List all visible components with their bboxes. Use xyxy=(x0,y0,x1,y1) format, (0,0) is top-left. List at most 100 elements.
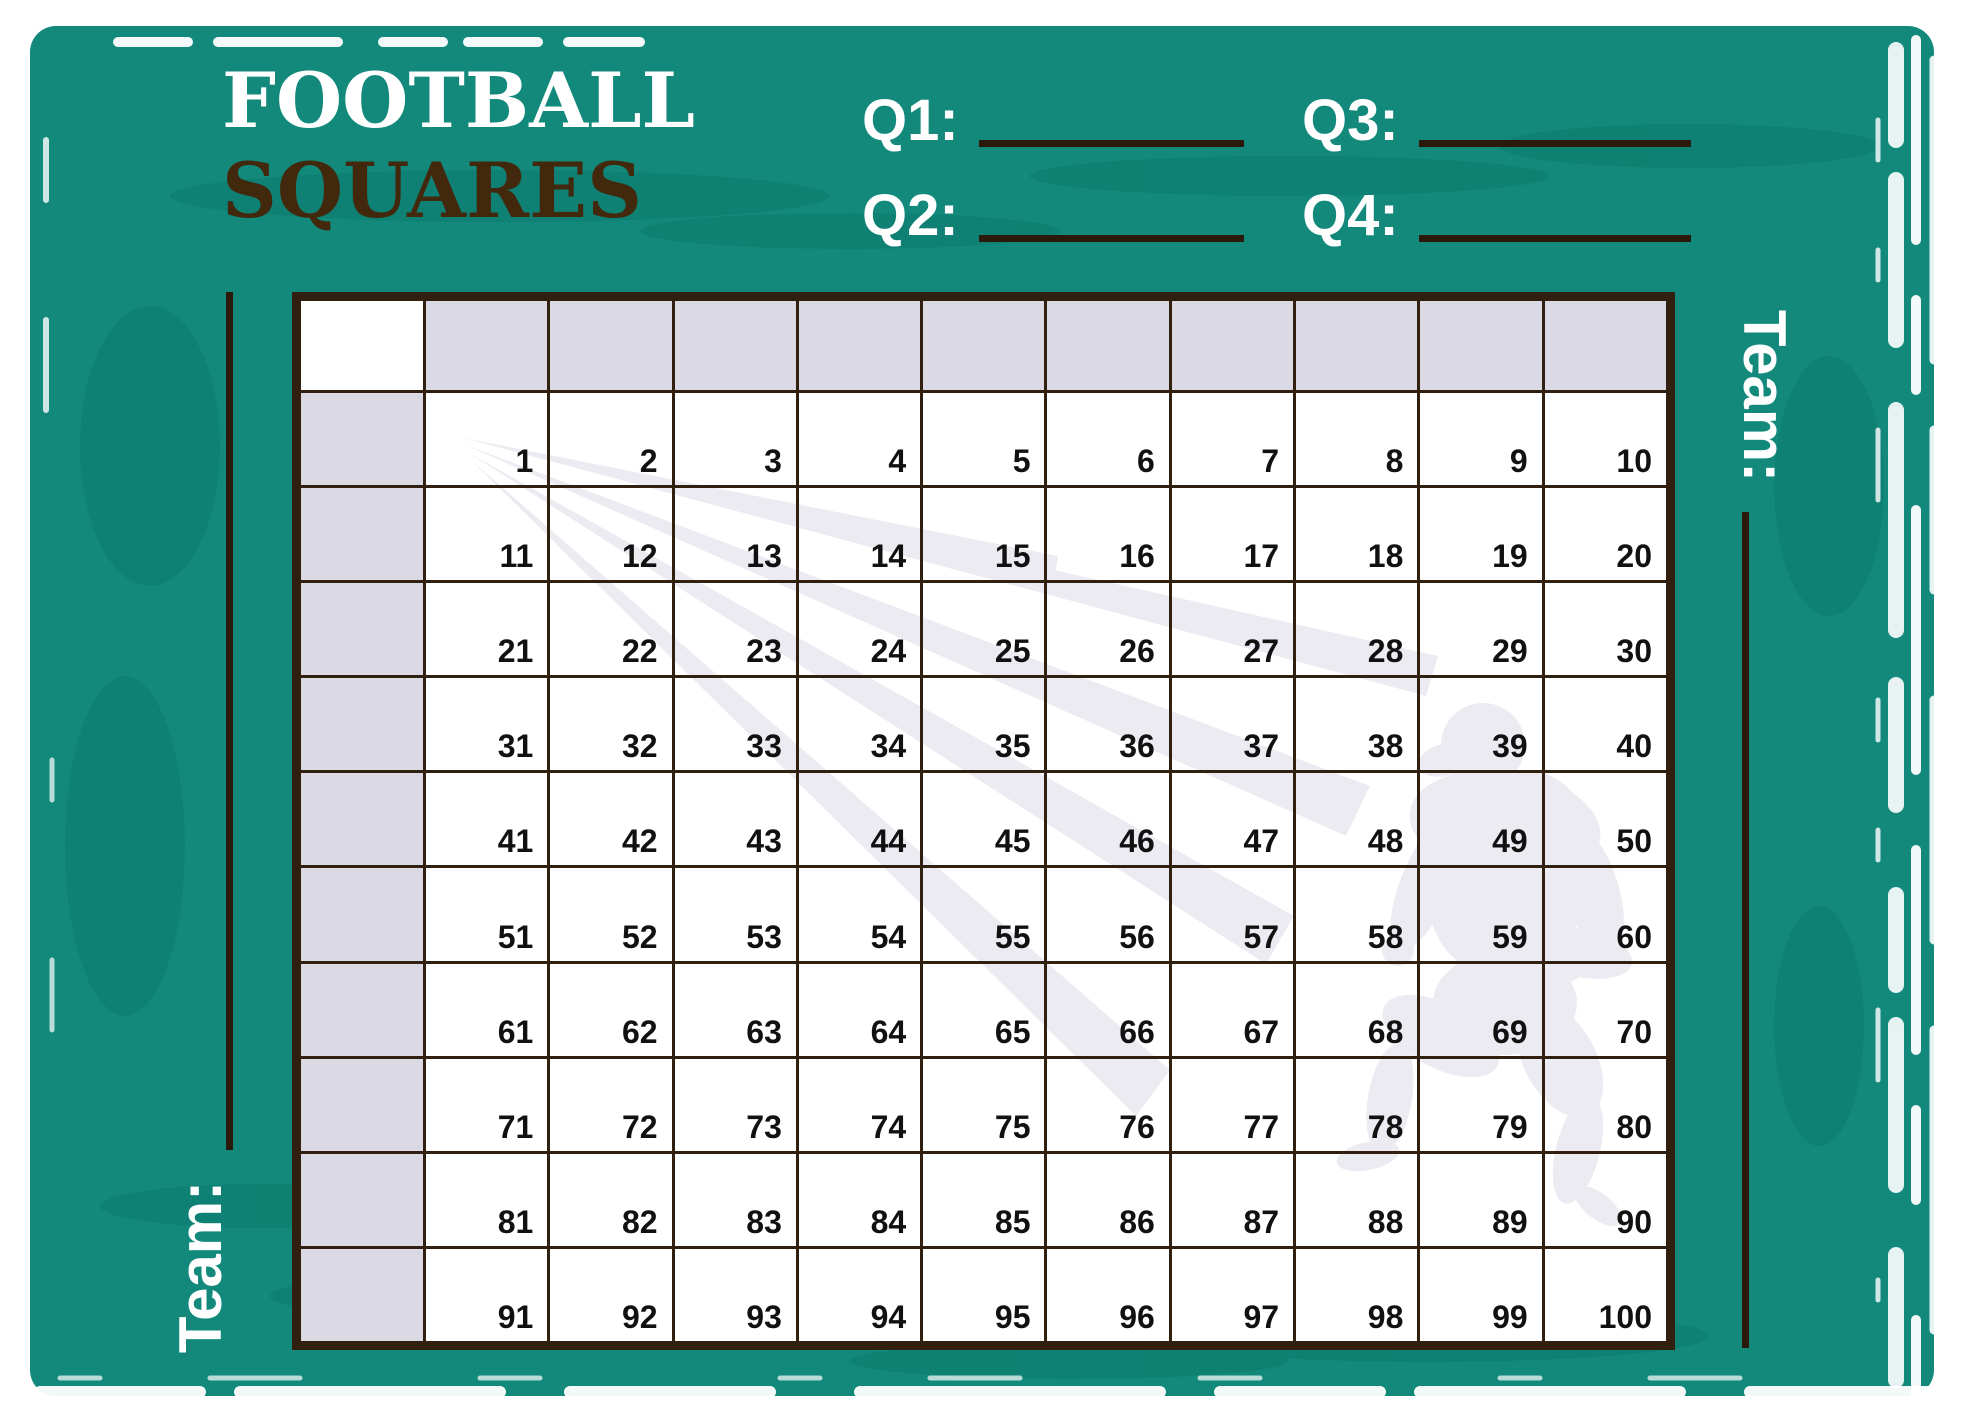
square-cell[interactable]: 52 xyxy=(547,865,675,964)
square-cell[interactable]: 5 xyxy=(920,389,1048,489)
square-cell[interactable]: 19 xyxy=(1417,485,1545,584)
square-cell[interactable]: 33 xyxy=(671,675,799,774)
score-digit-cell-top[interactable] xyxy=(795,298,924,393)
score-digit-cell-top[interactable] xyxy=(422,298,551,393)
square-cell[interactable]: 31 xyxy=(422,675,551,774)
square-cell[interactable]: 38 xyxy=(1293,675,1421,774)
team-left-name-field[interactable] xyxy=(226,292,233,1150)
square-cell[interactable]: 35 xyxy=(920,675,1048,774)
square-cell[interactable]: 7 xyxy=(1168,389,1297,489)
score-digit-cell-side[interactable] xyxy=(298,675,426,774)
square-cell[interactable]: 67 xyxy=(1168,960,1297,1059)
square-cell[interactable]: 15 xyxy=(920,485,1048,584)
square-cell[interactable]: 63 xyxy=(671,960,799,1059)
square-cell[interactable]: 16 xyxy=(1044,485,1172,584)
square-cell[interactable]: 86 xyxy=(1044,1150,1172,1249)
square-cell[interactable]: 57 xyxy=(1168,865,1297,964)
square-cell[interactable]: 37 xyxy=(1168,675,1297,774)
square-cell[interactable]: 100 xyxy=(1541,1245,1670,1345)
square-cell[interactable]: 59 xyxy=(1417,865,1545,964)
square-cell[interactable]: 9 xyxy=(1417,389,1545,489)
square-cell[interactable]: 4 xyxy=(795,389,924,489)
square-cell[interactable]: 36 xyxy=(1044,675,1172,774)
square-cell[interactable]: 24 xyxy=(795,580,924,679)
score-digit-cell-top[interactable] xyxy=(1044,298,1172,393)
square-cell[interactable]: 81 xyxy=(422,1150,551,1249)
square-cell[interactable]: 11 xyxy=(422,485,551,584)
score-digit-cell-top[interactable] xyxy=(1417,298,1545,393)
square-cell[interactable]: 70 xyxy=(1541,960,1670,1059)
square-cell[interactable]: 53 xyxy=(671,865,799,964)
square-cell[interactable]: 20 xyxy=(1541,485,1670,584)
score-digit-cell-top[interactable] xyxy=(1168,298,1297,393)
square-cell[interactable]: 42 xyxy=(547,770,675,869)
square-cell[interactable]: 8 xyxy=(1293,389,1421,489)
square-cell[interactable]: 48 xyxy=(1293,770,1421,869)
square-cell[interactable]: 21 xyxy=(422,580,551,679)
square-cell[interactable]: 26 xyxy=(1044,580,1172,679)
square-cell[interactable]: 39 xyxy=(1417,675,1545,774)
square-cell[interactable]: 99 xyxy=(1417,1245,1545,1345)
square-cell[interactable]: 30 xyxy=(1541,580,1670,679)
square-cell[interactable]: 83 xyxy=(671,1150,799,1249)
square-cell[interactable]: 78 xyxy=(1293,1055,1421,1154)
square-cell[interactable]: 32 xyxy=(547,675,675,774)
square-cell[interactable]: 14 xyxy=(795,485,924,584)
square-cell[interactable]: 18 xyxy=(1293,485,1421,584)
score-digit-cell-top[interactable] xyxy=(1541,298,1670,393)
square-cell[interactable]: 93 xyxy=(671,1245,799,1345)
square-cell[interactable]: 68 xyxy=(1293,960,1421,1059)
score-digit-cell-top[interactable] xyxy=(920,298,1048,393)
score-digit-cell-side[interactable] xyxy=(298,865,426,964)
square-cell[interactable]: 40 xyxy=(1541,675,1670,774)
square-cell[interactable]: 94 xyxy=(795,1245,924,1345)
square-cell[interactable]: 10 xyxy=(1541,389,1670,489)
score-digit-cell-side[interactable] xyxy=(298,580,426,679)
square-cell[interactable]: 3 xyxy=(671,389,799,489)
square-cell[interactable]: 87 xyxy=(1168,1150,1297,1249)
square-cell[interactable]: 54 xyxy=(795,865,924,964)
square-cell[interactable]: 13 xyxy=(671,485,799,584)
square-cell[interactable]: 73 xyxy=(671,1055,799,1154)
square-cell[interactable]: 91 xyxy=(422,1245,551,1345)
square-cell[interactable]: 34 xyxy=(795,675,924,774)
square-cell[interactable]: 74 xyxy=(795,1055,924,1154)
square-cell[interactable]: 79 xyxy=(1417,1055,1545,1154)
square-cell[interactable]: 12 xyxy=(547,485,675,584)
square-cell[interactable]: 97 xyxy=(1168,1245,1297,1345)
square-cell[interactable]: 92 xyxy=(547,1245,675,1345)
square-cell[interactable]: 2 xyxy=(547,389,675,489)
square-cell[interactable]: 1 xyxy=(422,389,551,489)
score-digit-cell-side[interactable] xyxy=(298,1245,426,1345)
square-cell[interactable]: 28 xyxy=(1293,580,1421,679)
square-cell[interactable]: 47 xyxy=(1168,770,1297,869)
square-cell[interactable]: 80 xyxy=(1541,1055,1670,1154)
score-digit-cell-side[interactable] xyxy=(298,770,426,869)
square-cell[interactable]: 89 xyxy=(1417,1150,1545,1249)
quarter-q1-score-field[interactable] xyxy=(978,140,1244,147)
score-digit-cell-side[interactable] xyxy=(298,1150,426,1249)
score-digit-cell-top[interactable] xyxy=(547,298,675,393)
square-cell[interactable]: 66 xyxy=(1044,960,1172,1059)
square-cell[interactable]: 61 xyxy=(422,960,551,1059)
square-cell[interactable]: 6 xyxy=(1044,389,1172,489)
square-cell[interactable]: 71 xyxy=(422,1055,551,1154)
square-cell[interactable]: 50 xyxy=(1541,770,1670,869)
square-cell[interactable]: 96 xyxy=(1044,1245,1172,1345)
score-digit-cell-side[interactable] xyxy=(298,960,426,1059)
square-cell[interactable]: 29 xyxy=(1417,580,1545,679)
square-cell[interactable]: 45 xyxy=(920,770,1048,869)
square-cell[interactable]: 44 xyxy=(795,770,924,869)
score-digit-cell-side[interactable] xyxy=(298,389,426,489)
score-digit-cell-side[interactable] xyxy=(298,1055,426,1154)
square-cell[interactable]: 41 xyxy=(422,770,551,869)
score-digit-cell-top[interactable] xyxy=(671,298,799,393)
square-cell[interactable]: 49 xyxy=(1417,770,1545,869)
square-cell[interactable]: 46 xyxy=(1044,770,1172,869)
square-cell[interactable]: 64 xyxy=(795,960,924,1059)
quarter-q2-score-field[interactable] xyxy=(978,235,1244,242)
square-cell[interactable]: 69 xyxy=(1417,960,1545,1059)
square-cell[interactable]: 82 xyxy=(547,1150,675,1249)
quarter-q3-score-field[interactable] xyxy=(1418,140,1691,147)
square-cell[interactable]: 85 xyxy=(920,1150,1048,1249)
